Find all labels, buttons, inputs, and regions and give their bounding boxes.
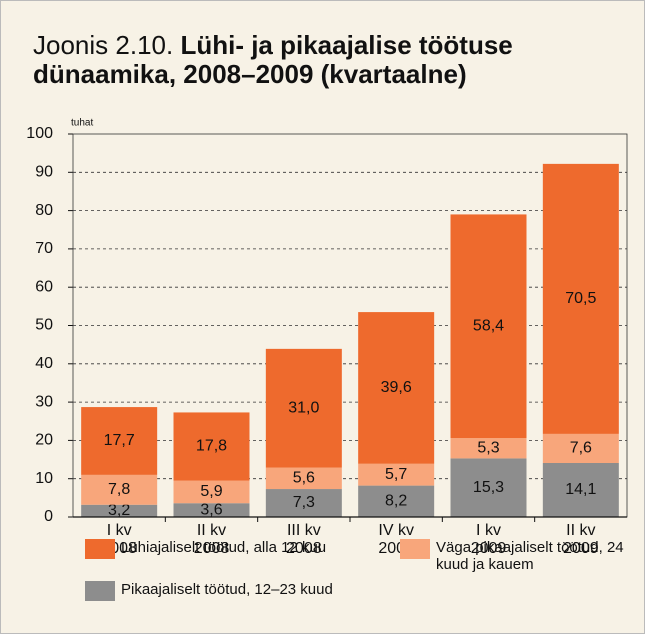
value-label: 8,2: [385, 493, 407, 510]
bar-segment: [265, 489, 342, 517]
bar-segment: [358, 463, 435, 486]
y-tick-label: 90: [35, 164, 53, 181]
value-label: 39,6: [381, 379, 412, 396]
legend-item: Pikaajaliselt töötud, 12–23 kuud: [85, 581, 400, 601]
bar-segment: [542, 163, 619, 434]
bar-segment: [450, 214, 527, 439]
legend: Lühiajaliselt töötud, alla 12 kuu Väga pi…: [85, 539, 625, 601]
value-label: 31,0: [288, 399, 319, 416]
value-label: 5,7: [385, 466, 407, 483]
legend-swatch: [85, 539, 115, 559]
legend-swatch: [85, 581, 115, 601]
y-tick-label: 30: [35, 393, 53, 410]
y-tick-label: 50: [35, 317, 53, 334]
value-label: 3,6: [200, 501, 222, 518]
bar-segment: [542, 433, 619, 463]
bar-segment: [542, 462, 619, 517]
y-tick-label: 10: [35, 470, 53, 487]
bar-segment: [450, 438, 527, 459]
legend-swatch: [400, 539, 430, 559]
x-tick-label: 2009: [563, 540, 599, 557]
y-tick-label: 20: [35, 432, 53, 449]
value-label: 5,9: [200, 483, 222, 500]
value-label: 7,3: [293, 494, 315, 511]
legend-label: Lühiajaliselt töötud, alla 12 kuu: [121, 539, 327, 556]
bar-segment: [81, 474, 158, 505]
y-tick-label: 60: [35, 278, 53, 295]
legend-item: Väga pikaajaliselt töötud, 24 kuud ja ka…: [400, 539, 625, 573]
x-tick-label: II kv: [566, 522, 595, 539]
bar-segment: [450, 458, 527, 517]
bar-segment: [173, 480, 250, 504]
legend-label: Pikaajaliselt töötud, 12–23 kuud: [121, 581, 333, 598]
value-label: 17,8: [196, 438, 227, 455]
x-tick-label: 2008: [194, 540, 230, 557]
bar-segment: [173, 503, 250, 517]
y-tick-label: 100: [26, 125, 53, 142]
title: Joonis 2.10. Lühi- ja pikaajalise töötus…: [33, 31, 633, 89]
value-label: 14,1: [565, 481, 596, 498]
bar-segment: [265, 467, 342, 490]
bar-segment: [173, 412, 250, 481]
legend-item: Lühiajaliselt töötud, alla 12 kuu: [85, 539, 400, 573]
value-label: 70,5: [565, 290, 596, 307]
y-tick-label: 0: [44, 508, 53, 525]
bar-segment: [358, 312, 435, 464]
value-label: 5,6: [293, 470, 315, 487]
bar-segment: [81, 504, 158, 517]
bar-segment: [358, 485, 435, 517]
figure-label: Joonis 2.10.: [33, 30, 174, 60]
y-axis-label: tuhat: [71, 118, 93, 129]
value-label: 17,7: [104, 432, 135, 449]
x-tick-label: I kv: [476, 522, 501, 539]
y-tick-label: 40: [35, 355, 53, 372]
y-tick-label: 70: [35, 240, 53, 257]
value-label: 7,8: [108, 481, 130, 498]
value-label: 15,3: [473, 479, 504, 496]
x-tick-label: I kv: [107, 522, 132, 539]
value-label: 7,6: [570, 440, 592, 457]
bar-segment: [265, 348, 342, 468]
value-label: 58,4: [473, 317, 504, 334]
chart-title: Lühi- ja pikaajalise töötuse dünaamika, …: [33, 30, 513, 89]
x-tick-label: IV kv: [378, 522, 414, 539]
x-tick-label: 2009: [471, 540, 507, 557]
value-label: 3,2: [108, 502, 130, 519]
x-tick-label: II kv: [197, 522, 226, 539]
y-tick-label: 80: [35, 202, 53, 219]
bar-segment: [81, 407, 158, 475]
legend-label: Väga pikaajaliselt töötud, 24 kuud ja ka…: [436, 539, 624, 573]
x-tick-label: 2008: [286, 540, 322, 557]
value-label: 5,3: [477, 439, 499, 456]
x-tick-label: III kv: [287, 522, 321, 539]
